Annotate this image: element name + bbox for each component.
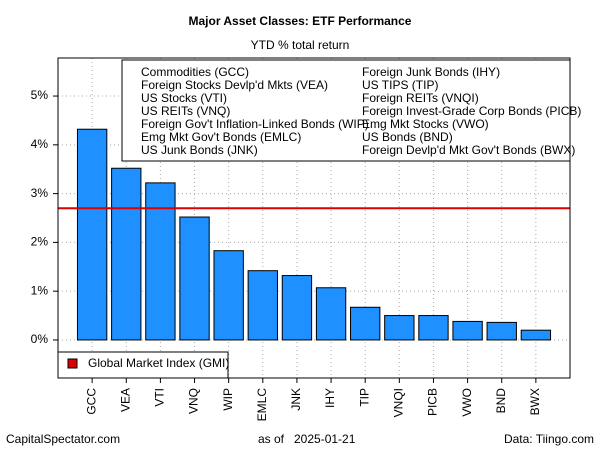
x-tick-label: VNQI xyxy=(392,388,406,417)
footer-data: Data: Tiingo.com xyxy=(504,432,594,446)
bar xyxy=(486,321,517,341)
legend-label: US Stocks (VTI) xyxy=(141,91,227,105)
bar xyxy=(350,306,381,341)
footer-source: CapitalSpectator.com xyxy=(6,432,120,446)
bar xyxy=(452,320,483,341)
x-tick-label: VTI xyxy=(153,388,167,407)
legend-label: Foreign Junk Bonds (IHY) xyxy=(362,65,500,79)
footer-as-of: as of xyxy=(258,432,285,446)
legend-label: US Bonds (BND) xyxy=(362,130,453,144)
x-tick-label: VWO xyxy=(460,388,474,417)
bar xyxy=(179,216,210,341)
bar xyxy=(418,315,449,341)
x-tick-label: VEA xyxy=(118,388,132,412)
bar xyxy=(384,315,415,341)
plot-frame xyxy=(57,57,571,379)
legend-label: Emg Mkt Stocks (VWO) xyxy=(362,117,489,131)
y-tick-label: 3% xyxy=(31,186,49,200)
x-tick-label: EMLC xyxy=(255,388,269,422)
y-tick-label: 2% xyxy=(31,235,49,249)
bar xyxy=(145,182,176,341)
bar xyxy=(247,270,278,341)
legend-label: Foreign Invest-Grade Corp Bonds (PICB) xyxy=(362,104,581,118)
x-tick-label: GCC xyxy=(84,388,98,415)
bar xyxy=(76,128,108,341)
legend-label: Foreign REITs (VNQI) xyxy=(362,91,479,105)
bar xyxy=(520,329,552,341)
x-tick-label: TIP xyxy=(357,388,371,407)
footer-date: 2025-01-21 xyxy=(294,432,356,446)
bar xyxy=(213,250,244,341)
x-tick-label: VNQ xyxy=(187,388,201,414)
chart-subtitle: YTD % total return xyxy=(251,38,350,52)
legend-label: Emg Mkt Gov't Bonds (EMLC) xyxy=(141,130,301,144)
x-tick-label: JNK xyxy=(289,388,303,411)
y-tick-label: 0% xyxy=(31,332,49,346)
x-tick-label: BWX xyxy=(528,388,542,415)
legend-label: US TIPS (TIP) xyxy=(362,78,438,92)
x-tick-label: WIP xyxy=(221,388,235,411)
legend-label: Foreign Stocks Devlp'd Mkts (VEA) xyxy=(141,78,328,92)
legend-label: Commodities (GCC) xyxy=(141,65,249,79)
legend-label: Foreign Devlp'd Mkt Gov't Bonds (BWX) xyxy=(362,143,575,157)
legend-label: US Junk Bonds (JNK) xyxy=(141,143,258,157)
x-tick-label: PICB xyxy=(426,388,440,416)
chart-title: Major Asset Classes: ETF Performance xyxy=(189,14,412,28)
y-tick-label: 4% xyxy=(31,137,49,151)
legend-label: Global Market Index (GMI) xyxy=(88,356,229,370)
legend-swatch xyxy=(67,358,78,369)
x-tick-label: IHY xyxy=(323,388,337,408)
bar xyxy=(315,287,347,341)
y-tick-label: 1% xyxy=(31,283,49,297)
legend-label: US REITs (VNQ) xyxy=(141,104,230,118)
x-tick-label: BND xyxy=(494,388,508,414)
y-tick-label: 5% xyxy=(31,88,49,102)
legend-box xyxy=(121,59,571,162)
bar xyxy=(281,275,313,341)
legend-box xyxy=(57,351,229,379)
legend-label: Foreign Gov't Inflation-Linked Bonds (WI… xyxy=(141,117,369,131)
bar xyxy=(111,167,142,341)
